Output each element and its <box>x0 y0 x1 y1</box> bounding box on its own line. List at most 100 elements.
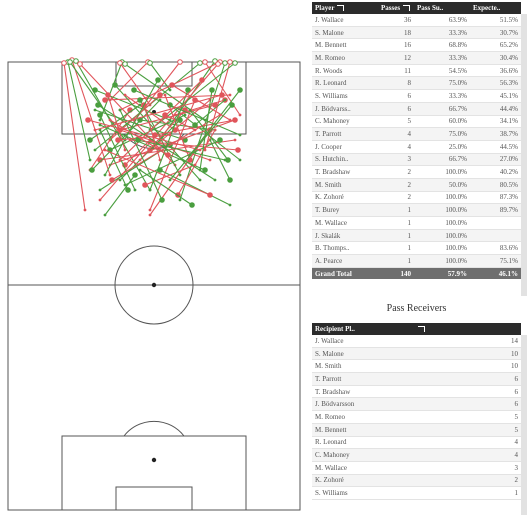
table-row[interactable]: C. Mahoney 5 60.0% 34.1% <box>312 115 521 129</box>
passers-table: Player Passes Pass Su.. Expecte.. J. Wal… <box>312 2 521 280</box>
recipient-count: 6 <box>412 372 521 386</box>
table-row[interactable]: M. Romeo 5 <box>312 410 521 424</box>
pass-end-dot <box>228 203 232 207</box>
table-row[interactable]: M. Bennett 16 68.8% 65.2% <box>312 38 521 53</box>
pass-origin-dot <box>135 137 141 143</box>
pass-origin-dot <box>102 97 108 103</box>
table-row[interactable]: J. Bödvarss.. 6 66.7% 44.4% <box>312 102 521 116</box>
table-row[interactable]: R. Woods 11 54.5% 36.6% <box>312 64 521 78</box>
pass-success: 100.0% <box>414 254 470 268</box>
table-row[interactable]: T. Burey 1 100.0% 89.7% <box>312 203 521 217</box>
pass-origin-dot <box>131 87 137 93</box>
table-row[interactable]: K. Zohoré 2 100.0% 87.3% <box>312 191 521 205</box>
table-row[interactable]: M. Bennett 5 <box>312 423 521 437</box>
pass-origin-dot <box>212 102 218 108</box>
pass-line <box>69 61 126 141</box>
pass-origin-dot <box>117 60 123 66</box>
table-row[interactable]: A. Pearce 1 100.0% 75.1% <box>312 254 521 268</box>
table-row[interactable]: K. Zohoré 2 <box>312 474 521 488</box>
table-row[interactable]: J. Cooper 4 25.0% 44.5% <box>312 140 521 154</box>
recipient-count: 10 <box>412 359 521 374</box>
table-row[interactable]: S. Williams 1 <box>312 486 521 500</box>
passes-count: 36 <box>378 14 414 27</box>
table-row[interactable]: T. Parrott 4 75.0% 38.7% <box>312 127 521 141</box>
pass-origin-dot <box>73 58 79 64</box>
sort-icon[interactable] <box>337 5 345 12</box>
pass-end-dot <box>133 188 137 192</box>
pass-end-dot <box>103 148 107 152</box>
expected-success: 36.6% <box>470 64 521 78</box>
header-recipient-count[interactable] <box>412 323 521 335</box>
pass-line <box>63 62 86 211</box>
table-row[interactable]: S. Malone 18 33.3% 30.7% <box>312 26 521 40</box>
table-row[interactable]: J. Wallace 36 63.9% 51.5% <box>312 14 521 27</box>
pass-end-dot <box>98 118 102 122</box>
pass-line <box>104 79 159 176</box>
expected-success: 27.0% <box>470 153 521 167</box>
pass-line <box>97 104 216 181</box>
pass-end-dot <box>138 103 142 107</box>
pass-line <box>194 99 226 126</box>
header-expected[interactable]: Expecte.. <box>470 2 521 14</box>
sort-icon[interactable] <box>418 326 425 333</box>
table-row[interactable]: S. Malone 10 <box>312 347 521 361</box>
table-row[interactable]: T. Bradshaw 6 <box>312 385 521 399</box>
sort-icon[interactable] <box>403 5 411 12</box>
table-row[interactable]: J. Wallace 14 <box>312 335 521 348</box>
passes-count: 2 <box>378 178 414 192</box>
pass-line <box>71 59 111 176</box>
pass-line <box>124 94 176 131</box>
receivers-title: Pass Receivers <box>386 303 447 314</box>
pass-origin-dot <box>232 60 238 66</box>
table-row[interactable]: S. Williams 6 33.3% 45.1% <box>312 89 521 103</box>
pass-line <box>159 169 231 206</box>
receivers-scrollbar[interactable] <box>521 335 527 515</box>
passes-count: 8 <box>378 76 414 91</box>
table-row[interactable]: M. Wallace 1 100.0% <box>312 216 521 230</box>
player-name: C. Mahoney <box>312 115 378 129</box>
pass-end-dot <box>198 178 202 182</box>
pass-line <box>109 119 169 156</box>
table-row[interactable]: B. Thomps.. 1 100.0% 83.6% <box>312 241 521 256</box>
pass-line <box>133 89 241 136</box>
expected-success: 38.7% <box>470 127 521 141</box>
header-pass-success[interactable]: Pass Su.. <box>414 2 470 14</box>
center-circle <box>114 245 194 325</box>
table-row[interactable]: S. Hutchin.. 3 66.7% 27.0% <box>312 153 521 167</box>
pass-origin-dot <box>219 92 225 98</box>
pass-line <box>149 62 171 91</box>
recipient-name: M. Wallace <box>312 461 412 475</box>
passers-scrollbar[interactable] <box>521 14 527 296</box>
recipient-name: T. Parrott <box>312 372 412 386</box>
pass-end-dot <box>123 148 127 152</box>
table-row[interactable]: M. Romeo 12 33.3% 30.4% <box>312 51 521 65</box>
table-row[interactable]: M. Smith 10 <box>312 359 521 374</box>
table-row[interactable]: R. Leonard 8 75.0% 56.3% <box>312 76 521 91</box>
table-row[interactable]: C. Mahoney 4 <box>312 448 521 462</box>
recipient-count: 3 <box>412 461 521 475</box>
pass-line <box>149 99 211 151</box>
table-row[interactable]: T. Bradshaw 2 100.0% 40.2% <box>312 165 521 179</box>
pass-origin-dot <box>77 61 83 67</box>
header-player[interactable]: Player <box>312 2 378 14</box>
passes-count: 4 <box>378 127 414 141</box>
pass-origin-dot <box>142 182 148 188</box>
header-passes[interactable]: Passes <box>378 2 414 14</box>
player-name: M. Wallace <box>312 216 378 230</box>
table-row[interactable]: J. Skalák 1 100.0% <box>312 229 521 243</box>
pass-line <box>164 94 191 161</box>
table-row[interactable]: M. Wallace 3 <box>312 461 521 475</box>
pass-line <box>199 89 213 171</box>
pass-line <box>99 61 123 121</box>
expected-success: 83.6% <box>470 241 521 256</box>
pass-origin-dot <box>122 61 128 67</box>
table-row[interactable]: R. Leonard 4 <box>312 436 521 450</box>
table-row[interactable]: T. Parrott 6 <box>312 372 521 386</box>
player-name: J. Skalák <box>312 229 378 243</box>
table-row[interactable]: J. Bödvarsson 6 <box>312 397 521 412</box>
header-recipient[interactable]: Recipient Pl.. <box>312 323 412 335</box>
pass-origin-dot <box>105 92 111 98</box>
pass-success: 33.3% <box>414 89 470 103</box>
table-row[interactable]: M. Smith 2 50.0% 80.5% <box>312 178 521 192</box>
pass-success: 33.3% <box>414 26 470 40</box>
